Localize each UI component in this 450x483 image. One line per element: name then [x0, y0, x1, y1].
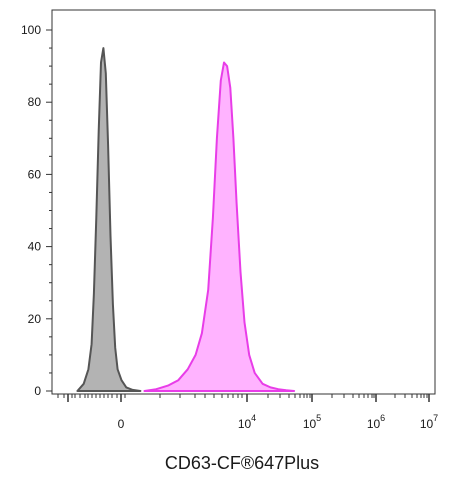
- y-tick-label: 60: [28, 167, 42, 181]
- y-axis: 0 20 40 60 80 100: [21, 23, 52, 398]
- x-tick-label: 0: [118, 417, 125, 431]
- y-tick-label: 100: [21, 23, 41, 37]
- x-tick-label: 105: [303, 413, 321, 431]
- x-axis-label: CD63-CF®647Plus: [165, 453, 319, 473]
- x-tick-label: 104: [238, 413, 256, 431]
- series-1-area: [76, 47, 142, 392]
- x-axis: 0 104 105 106 107: [57, 394, 438, 431]
- series-2-area: [143, 61, 296, 392]
- series-layer: [76, 47, 296, 392]
- y-tick-label: 40: [28, 240, 42, 254]
- y-tick-label: 80: [28, 95, 42, 109]
- y-tick-label: 0: [34, 384, 41, 398]
- x-tick-label: 106: [367, 413, 385, 431]
- y-tick-label: 20: [28, 312, 42, 326]
- plot-frame: [51, 9, 436, 395]
- x-tick-label: 107: [420, 413, 438, 431]
